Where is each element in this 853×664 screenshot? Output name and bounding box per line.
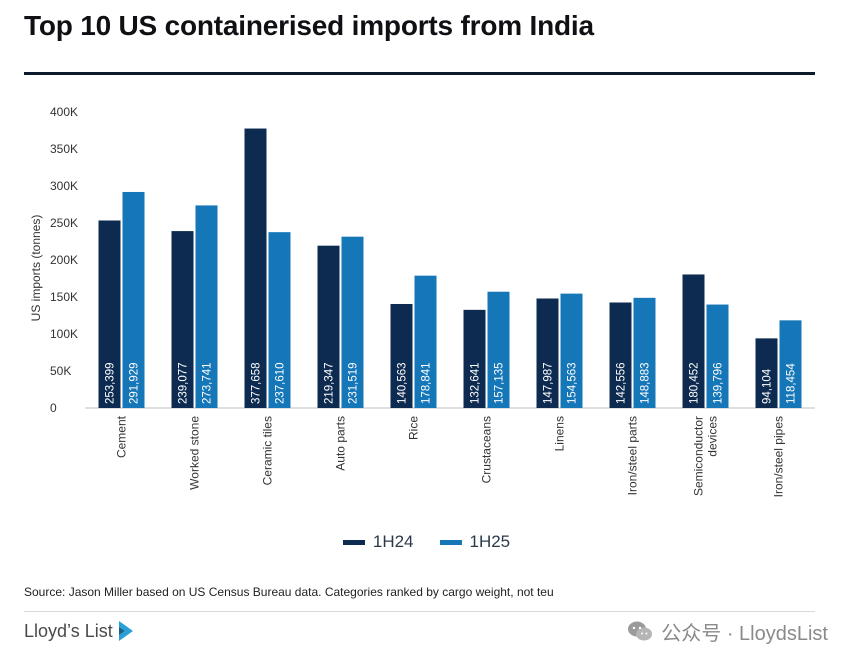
bar-value-label: 231,519 <box>348 362 360 404</box>
bar-1h24 <box>536 298 559 408</box>
bar-1h24 <box>98 220 121 408</box>
bar-chart: US imports (tonnes) 0 50K 100K 150K 200K 250K 3… <box>29 105 815 497</box>
x-tick-label: Iron/steel pipes <box>772 416 786 497</box>
bar-value-label: 239,077 <box>178 362 190 404</box>
x-tick-label: Crustaceans <box>480 416 494 483</box>
x-tick-label: Worked stone <box>188 416 202 490</box>
y-tick-label: 250K <box>50 216 78 230</box>
bar-1h25 <box>779 320 802 408</box>
source-note: Source: Jason Miller based on US Census … <box>24 585 554 599</box>
bar-value-label: 178,841 <box>421 362 433 404</box>
bar-value-label: 273,741 <box>202 362 214 404</box>
x-tick-label: Rice <box>407 416 421 440</box>
bar-value-label: 118,454 <box>786 363 798 404</box>
bar-1h24 <box>463 309 486 408</box>
bar-value-label: 140,563 <box>397 362 409 404</box>
bar-1h25 <box>633 297 656 408</box>
y-tick-label: 50K <box>50 364 71 378</box>
bar-value-label: 139,796 <box>713 362 725 404</box>
chart-area: US imports (tonnes) 0 50K 100K 150K 200K 250K 3… <box>0 90 853 570</box>
x-tick-label: Linens <box>553 416 567 451</box>
bar-value-label: 237,610 <box>275 362 287 404</box>
x-tick-label: Ceramic tiles <box>261 416 275 485</box>
bar-1h24 <box>609 302 632 408</box>
y-axis-title: US imports (tonnes) <box>29 215 43 322</box>
bar-value-label: 180,452 <box>689 362 701 404</box>
y-tick-label: 150K <box>50 290 78 304</box>
y-tick-label: 400K <box>50 105 78 119</box>
bar-1h24 <box>317 245 340 408</box>
bar-value-label: 291,929 <box>129 362 141 404</box>
bar-1h25 <box>487 291 510 408</box>
bar-value-label: 147,987 <box>543 362 555 404</box>
wechat-icon <box>628 621 653 641</box>
legend: 1H24 1H25 <box>0 530 853 554</box>
legend-swatch-1h24 <box>342 539 365 545</box>
bar-1h25 <box>122 191 145 408</box>
footer-divider <box>24 611 815 612</box>
legend-label-1h25: 1H25 <box>469 532 511 551</box>
bar-value-label: 148,883 <box>640 362 652 404</box>
bar-value-label: 157,135 <box>494 362 506 404</box>
legend-item-1h24: 1H24 <box>342 532 414 552</box>
brand-name: Lloyd’s List <box>24 620 113 641</box>
bar-value-label: 154,563 <box>567 362 579 404</box>
x-tick-label: Iron/steel parts <box>626 416 640 495</box>
bar-1h24 <box>755 338 778 408</box>
y-tick-label: 200K <box>50 253 78 267</box>
bar-1h25 <box>268 232 291 408</box>
x-tick-label: devices <box>706 416 720 457</box>
bar-1h24 <box>171 231 194 408</box>
bar-value-label: 142,556 <box>616 362 628 404</box>
bar-value-label: 132,641 <box>470 362 482 404</box>
title-divider <box>24 72 815 75</box>
bar-value-label: 377,658 <box>251 362 263 404</box>
bar-1h24 <box>244 128 267 408</box>
bar-value-label: 253,399 <box>105 362 117 404</box>
bar-1h24 <box>390 303 413 408</box>
y-tick-label: 100K <box>50 327 78 341</box>
x-tick-label: Cement <box>115 415 129 458</box>
bar-1h25 <box>195 205 218 408</box>
bar-1h25 <box>341 236 364 408</box>
y-tick-label: 300K <box>50 179 78 193</box>
x-tick-label: Semiconductor <box>692 416 706 496</box>
legend-label-1h24: 1H24 <box>372 532 414 551</box>
y-tick-label: 350K <box>50 142 78 156</box>
x-tick-label: Auto parts <box>334 416 348 471</box>
y-tick-label: 0 <box>50 401 57 415</box>
chart-title: Top 10 US containerised imports from Ind… <box>24 10 594 41</box>
legend-item-1h25: 1H25 <box>439 532 511 552</box>
legend-swatch-1h25 <box>439 539 462 545</box>
bar-1h25 <box>414 275 437 408</box>
bar-value-label: 94,104 <box>762 368 774 404</box>
bar-value-label: 219,347 <box>324 362 336 404</box>
brand-logo: Lloyd’s List <box>24 618 135 644</box>
bar-1h25 <box>560 293 583 408</box>
bar-1h25 <box>706 304 729 408</box>
watermark-text: 公众号 · LloydsList <box>661 622 828 645</box>
bar-1h24 <box>682 274 705 408</box>
lloyds-list-logo-icon <box>118 621 133 641</box>
watermark: 公众号 · LloydsList <box>627 618 828 645</box>
